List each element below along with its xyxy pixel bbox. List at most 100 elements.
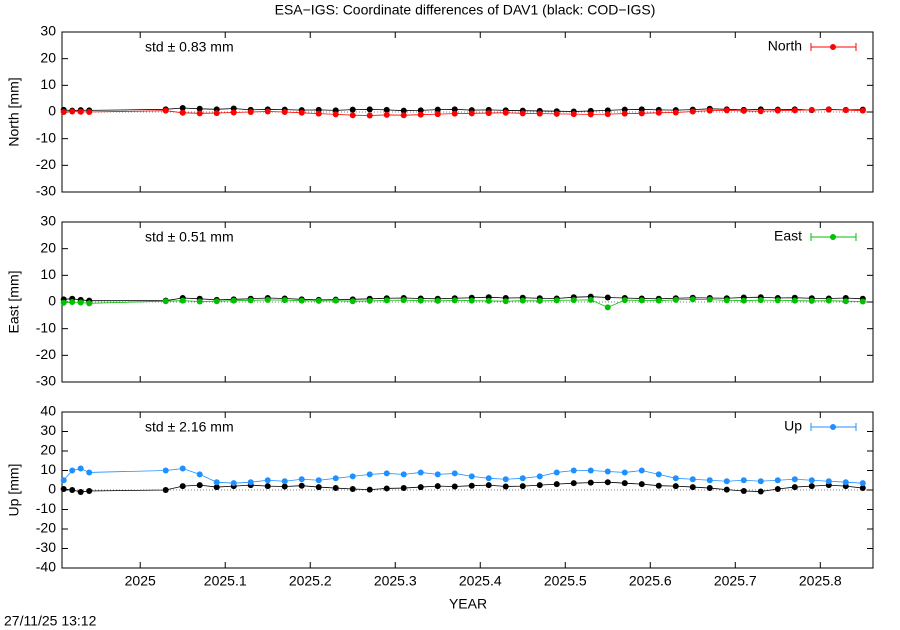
- data-point: [587, 479, 594, 486]
- data-point: [689, 296, 696, 303]
- data-point: [383, 297, 390, 304]
- data-point: [825, 297, 832, 304]
- data-point: [808, 106, 815, 113]
- data-point: [825, 106, 832, 113]
- annotation: std ± 0.83 mm: [145, 39, 234, 55]
- data-point: [400, 107, 407, 114]
- data-point: [655, 297, 662, 304]
- y-tick-label: -30: [36, 183, 56, 199]
- x-tick-label: 2025.2: [289, 573, 332, 589]
- timestamp: 27/11/25 13:12: [4, 613, 97, 629]
- data-point: [315, 297, 322, 304]
- data-point: [383, 470, 390, 477]
- data-point: [281, 297, 288, 304]
- data-point: [349, 298, 356, 305]
- data-point: [230, 297, 237, 304]
- data-point: [86, 109, 93, 115]
- data-point: [468, 297, 475, 304]
- data-point: [774, 107, 781, 114]
- data-point: [842, 298, 849, 305]
- y-tick-label: -20: [36, 156, 56, 172]
- data-point: [196, 110, 203, 117]
- data-point: [179, 109, 186, 116]
- data-point: [349, 106, 356, 113]
- y-tick-label: 0: [48, 103, 56, 119]
- data-point: [740, 297, 747, 304]
- data-point: [672, 296, 679, 303]
- data-point: [825, 478, 832, 485]
- data-point: [808, 477, 815, 484]
- data-point: [349, 473, 356, 480]
- data-point: [706, 107, 713, 114]
- series-line: [63, 296, 863, 302]
- data-point: [570, 480, 577, 487]
- data-point: [196, 298, 203, 305]
- data-point: [536, 110, 543, 117]
- data-point: [774, 477, 781, 484]
- data-point: [638, 297, 645, 304]
- data-point: [451, 297, 458, 304]
- data-point: [179, 297, 186, 304]
- data-point: [400, 471, 407, 478]
- x-tick-label: 2025.3: [374, 573, 417, 589]
- data-point: [417, 111, 424, 118]
- data-point: [349, 486, 356, 493]
- y-tick-label: 0: [48, 293, 56, 309]
- data-point: [451, 470, 458, 477]
- data-point: [859, 480, 866, 487]
- y-tick-label: 10: [40, 266, 56, 282]
- data-point: [723, 297, 730, 304]
- data-point: [451, 483, 458, 490]
- data-point: [332, 111, 339, 118]
- series-line: [63, 298, 863, 308]
- legend-label: North: [768, 38, 802, 54]
- data-point: [570, 467, 577, 474]
- y-tick-label: 10: [40, 76, 56, 92]
- data-point: [366, 486, 373, 493]
- data-point: [434, 297, 441, 304]
- y-axis-label: North [mm]: [6, 77, 22, 146]
- data-point: [638, 467, 645, 474]
- data-point: [587, 467, 594, 474]
- data-point: [196, 482, 203, 489]
- data-point: [706, 296, 713, 303]
- data-point: [621, 297, 628, 304]
- data-point: [434, 471, 441, 478]
- series-line: [63, 107, 863, 112]
- data-point: [179, 105, 186, 111]
- x-tick-label: 2025.8: [799, 573, 842, 589]
- data-point: [604, 111, 611, 118]
- data-point: [60, 299, 67, 306]
- x-tick-label: 2025.4: [459, 573, 502, 589]
- data-point: [77, 299, 84, 306]
- y-tick-label: 20: [40, 239, 56, 255]
- data-point: [723, 107, 730, 114]
- annotation: std ± 2.16 mm: [145, 419, 234, 435]
- data-point: [502, 298, 509, 305]
- data-point: [213, 484, 220, 491]
- y-tick-label: -30: [36, 539, 56, 555]
- data-point: [672, 109, 679, 116]
- y-tick-label: 40: [40, 403, 56, 419]
- data-point: [366, 106, 373, 113]
- data-point: [655, 482, 662, 489]
- data-point: [791, 107, 798, 114]
- data-point: [60, 486, 67, 493]
- y-tick-label: -30: [36, 373, 56, 389]
- data-point: [553, 110, 560, 117]
- data-point: [672, 483, 679, 490]
- data-point: [740, 487, 747, 494]
- data-point: [332, 475, 339, 482]
- data-point: [434, 111, 441, 118]
- data-point: [298, 297, 305, 304]
- data-point: [791, 297, 798, 304]
- data-point: [69, 299, 76, 305]
- data-point: [281, 478, 288, 485]
- data-point: [434, 483, 441, 490]
- data-point: [196, 105, 203, 112]
- data-point: [604, 294, 611, 301]
- series-line: [63, 468, 863, 484]
- y-tick-label: 30: [40, 23, 56, 39]
- data-point: [77, 108, 84, 115]
- data-point: [587, 111, 594, 118]
